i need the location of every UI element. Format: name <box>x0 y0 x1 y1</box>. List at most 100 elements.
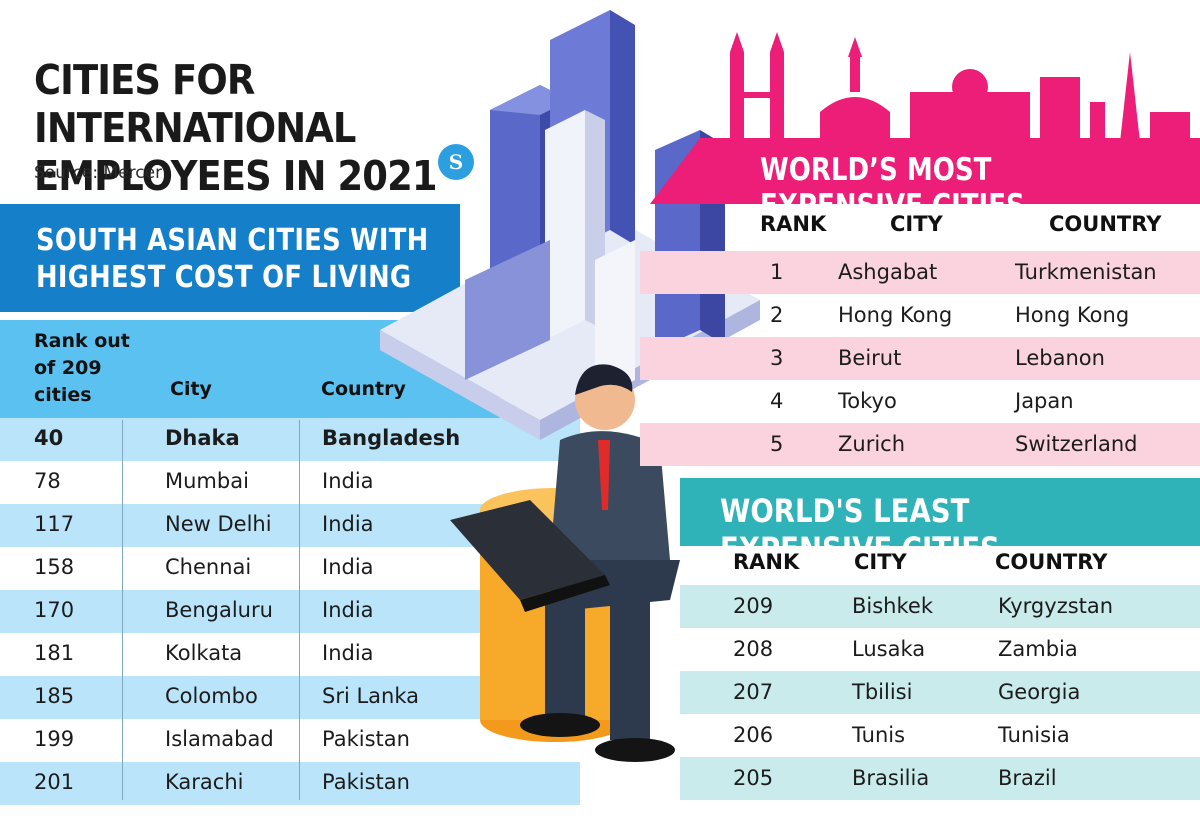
laptop-icon <box>450 500 605 600</box>
south-asia-title-line-1: SOUTH ASIAN CITIES WITH <box>36 223 429 258</box>
column-divider <box>299 420 300 800</box>
rank-cell: 208 <box>733 637 774 661</box>
city-cell: Ashgabat <box>838 260 938 284</box>
rank-cell: 170 <box>34 598 75 622</box>
city-cell: Tunis <box>852 723 906 747</box>
least-expensive-table: 209 Bishkek Kyrgyzstan 208 Lusaka Zambia 207… <box>680 585 1200 800</box>
city-cell: Bengaluru <box>165 598 273 622</box>
country-cell: Pakistan <box>322 770 410 794</box>
south-asia-city-header: City <box>170 378 212 400</box>
table-row: 4 Tokyo Japan <box>640 380 1200 423</box>
city-cell: Beirut <box>838 346 902 370</box>
least-expensive-rank-header: RANK <box>733 550 800 574</box>
table-row: 208 Lusaka Zambia <box>680 628 1200 671</box>
page-title: CITIES FOR INTERNATIONAL EMPLOYEES IN 20… <box>34 56 457 200</box>
city-cell: Kolkata <box>165 641 243 665</box>
table-row: 5 Zurich Switzerland <box>640 423 1200 466</box>
most-expensive-banner <box>700 138 1200 204</box>
city-cell: Tbilisi <box>852 680 913 704</box>
building-low <box>465 240 550 380</box>
city-cell: Zurich <box>838 432 906 456</box>
publisher-logo: S <box>438 144 474 180</box>
table-row: 201 Karachi Pakistan <box>0 762 580 805</box>
south-asia-title-line-2: HIGHEST COST OF LIVING <box>36 260 412 295</box>
table-row: 78 Mumbai India <box>0 461 580 504</box>
table-row: 1 Ashgabat Turkmenistan <box>640 251 1200 294</box>
building-white <box>545 110 585 340</box>
south-asia-banner <box>0 204 460 312</box>
man-shoe-left <box>520 713 600 737</box>
rank-header-line-1: Rank out <box>34 330 130 352</box>
country-cell: Bangladesh <box>322 426 461 450</box>
table-row: 207 Tbilisi Georgia <box>680 671 1200 714</box>
man-tie <box>598 440 610 510</box>
least-expensive-country-header: COUNTRY <box>995 550 1108 574</box>
column-divider <box>122 420 123 800</box>
most-expensive-banner-tip <box>650 138 700 204</box>
least-expensive-city-header: CITY <box>854 550 907 574</box>
city-cell: Bishkek <box>852 594 933 618</box>
table-row: 209 Bishkek Kyrgyzstan <box>680 585 1200 628</box>
man-hair <box>575 364 633 395</box>
rank-cell: 185 <box>34 684 75 708</box>
rank-cell: 206 <box>733 723 774 747</box>
country-cell: India <box>322 598 374 622</box>
south-asia-title: SOUTH ASIAN CITIES WITH HIGHEST COST OF … <box>36 222 428 296</box>
most-expensive-rank-header: RANK <box>760 212 827 236</box>
rank-cell: 207 <box>733 680 774 704</box>
building-white-low <box>595 240 635 400</box>
city-cell: Hong Kong <box>838 303 953 327</box>
south-asia-rank-header: Rank out of 209 cities <box>34 328 144 409</box>
country-cell: Pakistan <box>322 727 410 751</box>
rank-header-line-3: cities <box>34 384 92 406</box>
table-row: 158 Chennai India <box>0 547 580 590</box>
rank-cell: 117 <box>34 512 75 536</box>
rank-cell: 2 <box>770 303 784 327</box>
most-expensive-city-header: CITY <box>890 212 943 236</box>
country-cell: Georgia <box>998 680 1081 704</box>
country-cell: Zambia <box>998 637 1078 661</box>
man-shoe-right <box>595 738 675 762</box>
table-row: 181 Kolkata India <box>0 633 580 676</box>
country-cell: Switzerland <box>1015 432 1138 456</box>
city-cell: Karachi <box>165 770 244 794</box>
city-cell: Chennai <box>165 555 252 579</box>
table-row: 199 Islamabad Pakistan <box>0 719 580 762</box>
city-cell: Brasilia <box>852 766 930 790</box>
title-line-1: CITIES FOR INTERNATIONAL <box>34 56 356 152</box>
city-cell: Tokyo <box>838 389 897 413</box>
rank-cell: 209 <box>733 594 774 618</box>
rank-cell: 205 <box>733 766 774 790</box>
country-cell: Tunisia <box>998 723 1070 747</box>
city-cell: Colombo <box>165 684 258 708</box>
country-cell: India <box>322 512 374 536</box>
country-cell: Brazil <box>998 766 1057 790</box>
city-cell: Lusaka <box>852 637 926 661</box>
most-expensive-title: WORLD’S MOST EXPENSIVE CITIES <box>760 152 1025 224</box>
city-cell: Islamabad <box>165 727 274 751</box>
rank-cell: 199 <box>34 727 75 751</box>
least-expensive-banner <box>680 478 1200 546</box>
skyline-silhouette-icon <box>730 32 1190 142</box>
city-cell: Dhaka <box>165 426 240 450</box>
country-cell: Kyrgyzstan <box>998 594 1114 618</box>
least-expensive-title: WORLD'S LEAST EXPENSIVE CITIES <box>720 492 1000 568</box>
city-cell: New Delhi <box>165 512 272 536</box>
most-expensive-country-header: COUNTRY <box>1049 212 1162 236</box>
rank-cell: 78 <box>34 469 61 493</box>
table-row: 2 Hong Kong Hong Kong <box>640 294 1200 337</box>
source-credit: Source: Mercer <box>34 163 163 183</box>
rank-cell: 201 <box>34 770 75 794</box>
country-cell: India <box>322 469 374 493</box>
south-asia-country-header: Country <box>321 378 406 400</box>
platform-side-left <box>380 330 540 440</box>
table-row: 206 Tunis Tunisia <box>680 714 1200 757</box>
rank-cell: 40 <box>34 426 64 450</box>
rank-cell: 158 <box>34 555 75 579</box>
country-cell: Turkmenistan <box>1015 260 1157 284</box>
rank-cell: 4 <box>770 389 784 413</box>
country-cell: Lebanon <box>1015 346 1105 370</box>
rank-cell: 3 <box>770 346 784 370</box>
rank-cell: 181 <box>34 641 75 665</box>
city-cell: Mumbai <box>165 469 249 493</box>
